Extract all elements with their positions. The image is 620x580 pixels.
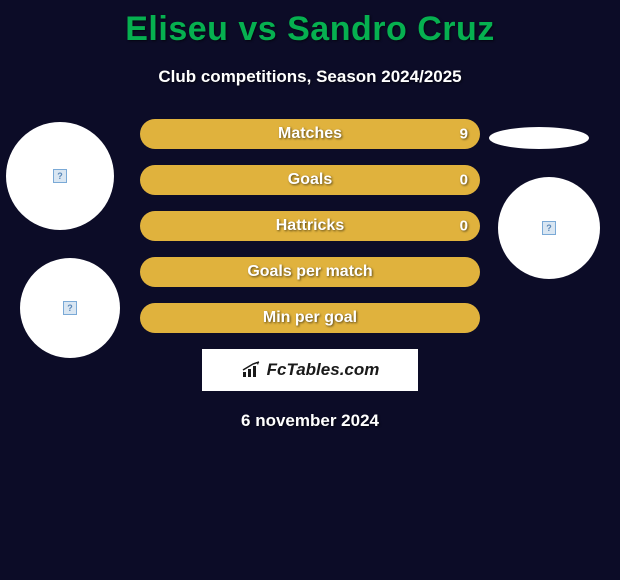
bar-label: Matches — [278, 125, 342, 143]
bar-hattricks: Hattricks 0 — [140, 211, 480, 241]
bar-matches: Matches 9 — [140, 119, 480, 149]
brand-badge: FcTables.com — [202, 349, 418, 391]
bar-value: 9 — [460, 126, 468, 143]
bar-value: 0 — [460, 172, 468, 189]
bar-value: 0 — [460, 218, 468, 235]
bar-goals: Goals 0 — [140, 165, 480, 195]
broken-image-icon: ? — [542, 221, 556, 235]
player-avatar-left-bottom: ? — [20, 258, 120, 358]
chart-icon — [241, 361, 263, 379]
broken-image-icon: ? — [63, 301, 77, 315]
stat-bars: Matches 9 Goals 0 Hattricks 0 Goals per … — [140, 119, 480, 333]
subtitle: Club competitions, Season 2024/2025 — [0, 67, 620, 87]
broken-image-icon: ? — [53, 169, 67, 183]
bar-label: Min per goal — [263, 309, 357, 327]
bar-label: Goals per match — [247, 263, 372, 281]
player-avatar-right: ? — [498, 177, 600, 279]
page-title: Eliseu vs Sandro Cruz — [0, 0, 620, 49]
bar-label: Goals — [288, 171, 332, 189]
decorative-ellipse — [489, 127, 589, 149]
bar-goals-per-match: Goals per match — [140, 257, 480, 287]
bar-min-per-goal: Min per goal — [140, 303, 480, 333]
bar-label: Hattricks — [276, 217, 344, 235]
brand-text: FcTables.com — [267, 360, 380, 380]
date-line: 6 november 2024 — [0, 411, 620, 431]
player-avatar-left-top: ? — [6, 122, 114, 230]
